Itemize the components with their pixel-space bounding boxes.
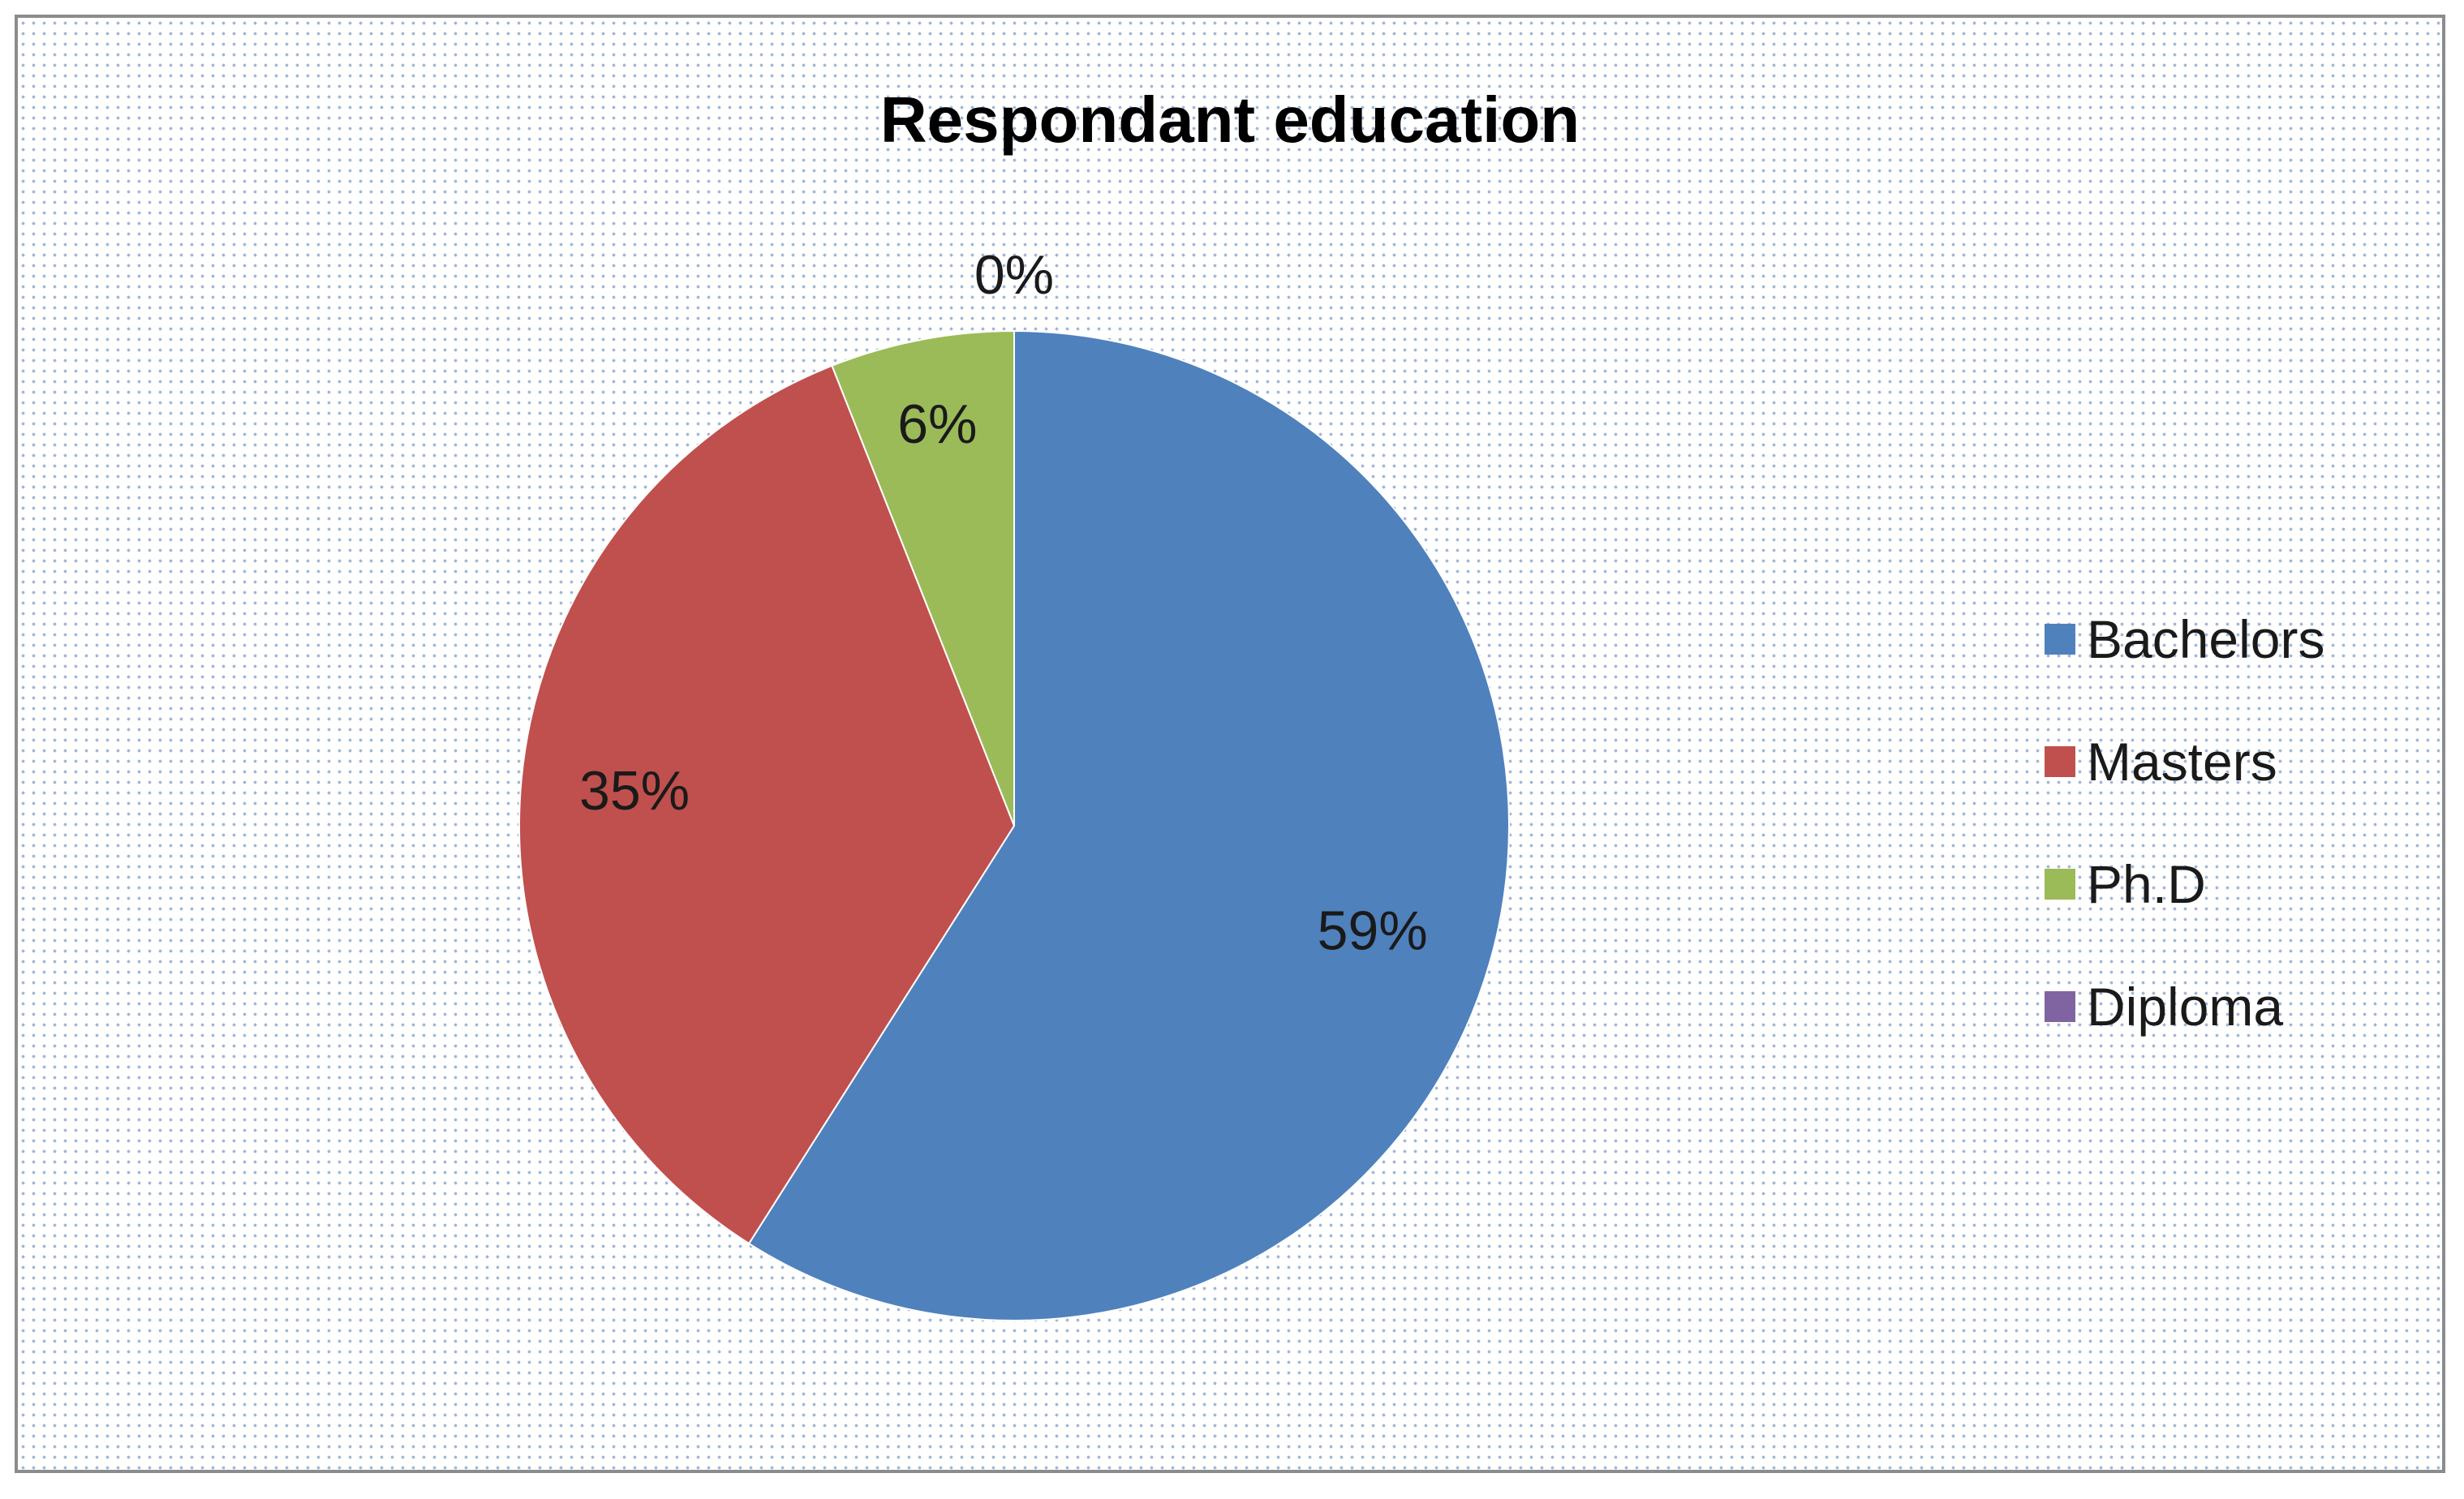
legend-label-diploma: Diploma (2087, 977, 2283, 1037)
pie-slices (518, 329, 1510, 1321)
data-label-diploma: 0% (974, 244, 1054, 306)
chart-title: Respondant education (880, 84, 1580, 156)
legend-swatch-diploma (2045, 991, 2075, 1022)
legend-label-masters: Masters (2087, 732, 2277, 792)
legend: Bachelors Masters Ph.D Diploma (2045, 609, 2325, 1037)
legend-swatch-masters (2045, 746, 2075, 777)
pie-slice-bachelors (747, 329, 1510, 1321)
data-label-masters: 35% (579, 760, 690, 822)
data-labels: 59% 35% 6% 0% (579, 244, 1428, 961)
pie-slice-masters (518, 364, 1016, 1245)
data-label-ph-d: 6% (897, 393, 977, 455)
legend-label-bachelors: Bachelors (2087, 609, 2325, 669)
pie-slice-ph-d (831, 329, 1015, 827)
legend-swatch-bachelors (2045, 624, 2075, 655)
legend-label-ph-d: Ph.D (2087, 854, 2206, 914)
data-label-bachelors: 59% (1318, 900, 1428, 961)
legend-swatch-ph-d (2045, 869, 2075, 900)
